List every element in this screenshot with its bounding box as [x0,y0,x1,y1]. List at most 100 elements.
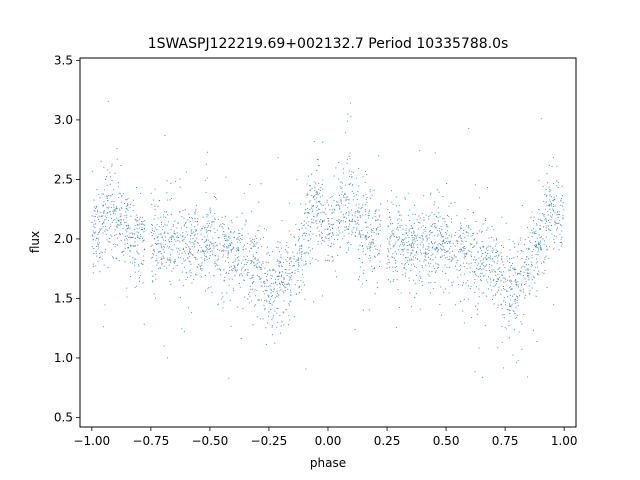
data-point [409,243,411,245]
data-point [137,237,139,239]
data-point [372,230,374,232]
data-point [202,225,204,227]
data-point [278,275,280,277]
data-point [240,262,242,264]
data-point [224,238,226,240]
data-point [247,242,249,244]
data-point [255,237,257,239]
data-point [450,259,452,261]
data-point [236,250,238,252]
data-point [361,245,363,247]
data-point [189,252,191,254]
data-point [297,268,299,270]
data-point [321,237,322,239]
data-point [184,224,186,226]
data-point [368,209,370,211]
data-point [493,261,495,263]
data-point [430,263,432,265]
data-point [359,233,361,235]
data-point [156,264,158,266]
data-point [102,223,104,225]
data-point [437,266,439,268]
data-point [331,205,333,207]
data-point [562,218,564,220]
data-point [188,255,190,257]
data-point [185,171,187,173]
data-point [481,262,483,264]
data-point [490,258,492,260]
data-point [296,259,298,261]
data-point [151,230,153,231]
data-point [444,242,446,244]
data-point [166,199,168,201]
data-point [546,245,547,247]
data-point [184,209,186,211]
data-point [178,279,180,281]
data-point [456,269,458,271]
data-point [374,216,376,218]
data-point [158,225,160,227]
data-point [254,305,256,307]
data-point [553,210,555,212]
data-point [274,297,276,299]
data-point [503,314,505,316]
data-point [475,286,477,288]
data-point [161,247,163,249]
data-point [155,255,157,257]
data-point [403,241,405,243]
data-point [346,226,347,228]
data-point [315,191,317,193]
data-point [116,237,118,239]
data-point [331,260,333,262]
data-point [204,236,206,238]
data-point [446,230,448,232]
data-point [328,260,330,262]
data-point [288,303,290,305]
data-point [320,223,322,225]
data-point [434,222,436,224]
data-point [387,248,389,250]
data-point [546,249,548,251]
data-point [317,205,319,207]
data-point [421,212,423,214]
data-point [93,209,95,211]
data-point [493,269,495,271]
data-point [97,242,98,244]
data-point [95,231,97,233]
data-point [441,245,443,247]
data-point [354,232,356,234]
data-points [91,100,565,379]
data-point [300,245,302,247]
data-point [127,227,129,229]
data-point [440,226,442,228]
data-point [251,261,253,263]
data-point [106,195,108,197]
data-point [312,209,314,211]
data-point [434,234,436,236]
data-point [289,273,291,275]
data-point [494,293,496,295]
data-point [91,170,93,172]
data-point [296,252,298,254]
data-point [362,248,364,250]
data-point [129,232,131,234]
data-point [106,206,108,208]
data-point [396,270,398,272]
data-point [114,172,116,174]
data-point [250,240,252,242]
data-point [224,276,226,278]
data-point [539,219,541,221]
data-point [102,326,104,328]
data-point [100,251,102,253]
data-point [195,221,197,223]
data-point [186,276,188,278]
data-point [327,254,329,256]
data-point [102,204,104,206]
data-point [524,297,526,299]
data-point [260,246,262,248]
data-point [441,240,443,242]
data-point [238,283,240,285]
data-point [287,324,289,326]
data-point [534,282,536,284]
data-point [332,227,334,229]
